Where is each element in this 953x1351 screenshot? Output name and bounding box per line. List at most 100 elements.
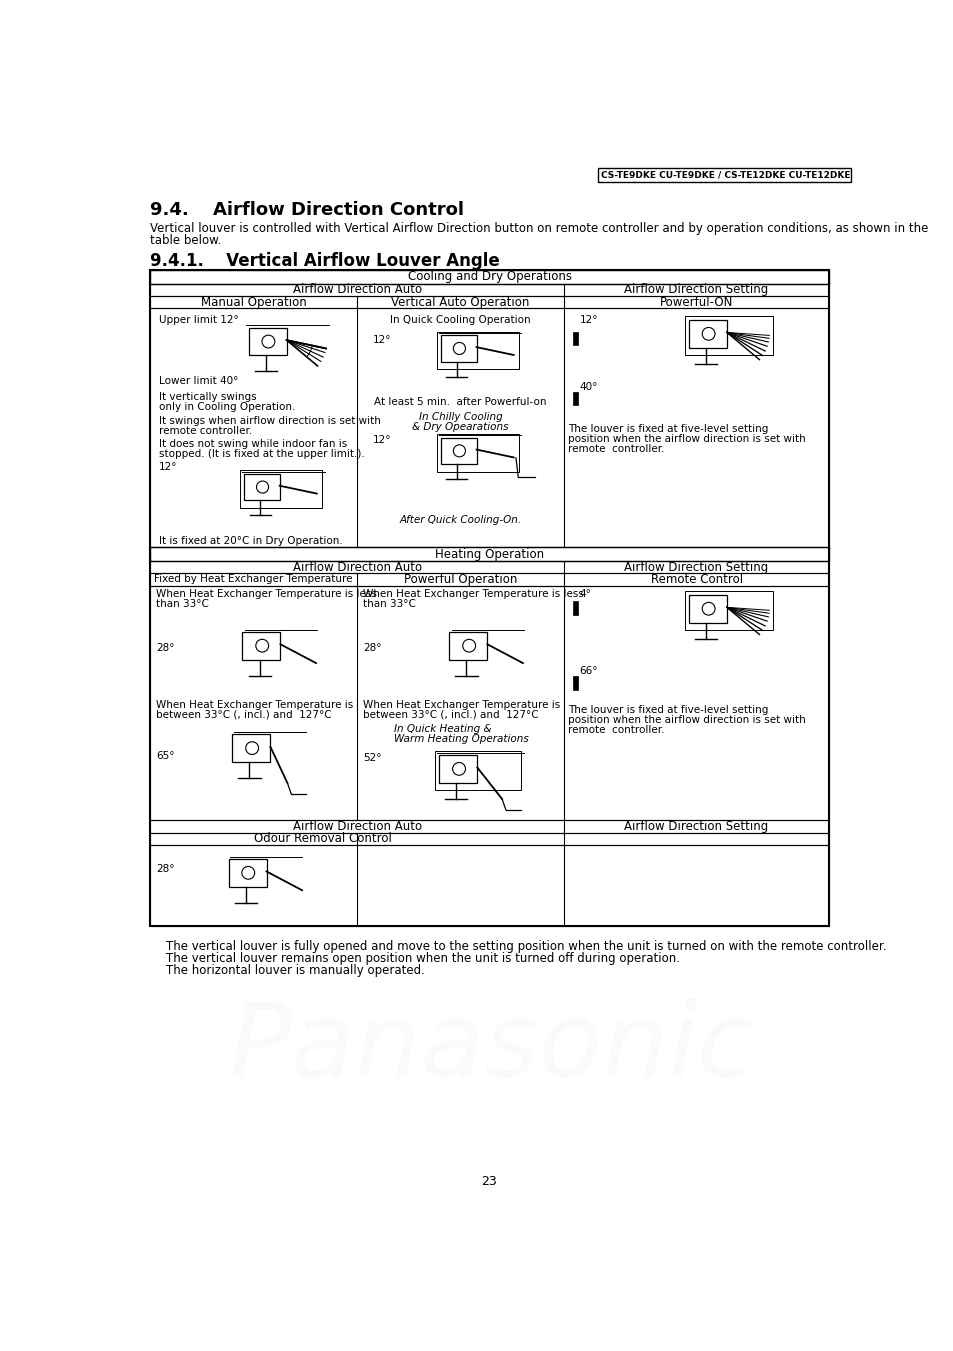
- Text: When Heat Exchanger Temperature is: When Heat Exchanger Temperature is: [156, 700, 354, 709]
- Text: 9.4.  Airflow Direction Control: 9.4. Airflow Direction Control: [150, 200, 464, 219]
- Text: between 33°C (, incl.) and  127°C: between 33°C (, incl.) and 127°C: [363, 709, 538, 720]
- Text: Airflow Direction Auto: Airflow Direction Auto: [293, 284, 421, 296]
- Text: When Heat Exchanger Temperature is less: When Heat Exchanger Temperature is less: [363, 589, 583, 600]
- Text: Cooling and Dry Operations: Cooling and Dry Operations: [407, 270, 571, 284]
- Text: 65°: 65°: [156, 751, 174, 761]
- Text: At least 5 min.  after Powerful-on: At least 5 min. after Powerful-on: [374, 397, 546, 407]
- Text: It swings when airflow direction is set with: It swings when airflow direction is set …: [158, 416, 380, 426]
- Text: In Quick Cooling Operation: In Quick Cooling Operation: [390, 315, 531, 324]
- Text: When Heat Exchanger Temperature is less: When Heat Exchanger Temperature is less: [156, 589, 377, 600]
- Bar: [150, 573, 828, 585]
- Text: stopped. (It is fixed at the upper limit.).: stopped. (It is fixed at the upper limit…: [158, 450, 364, 459]
- Text: The vertical louver remains open position when the unit is turned off during ope: The vertical louver remains open positio…: [166, 952, 679, 965]
- Bar: [242, 632, 280, 659]
- Text: CS-TE9DKE CU-TE9DKE / CS-TE12DKE CU-TE12DKE: CS-TE9DKE CU-TE9DKE / CS-TE12DKE CU-TE12…: [600, 170, 850, 180]
- Bar: [150, 284, 828, 296]
- Text: 52°: 52°: [363, 754, 381, 763]
- Bar: [688, 594, 726, 623]
- Bar: [688, 320, 726, 347]
- Bar: [150, 585, 828, 820]
- Text: Remote Control: Remote Control: [650, 573, 741, 586]
- Bar: [573, 677, 578, 690]
- Text: Powerful Operation: Powerful Operation: [403, 573, 517, 586]
- Text: Odour Removal Control: Odour Removal Control: [253, 832, 391, 846]
- Text: only in Cooling Operation.: only in Cooling Operation.: [158, 401, 294, 412]
- Text: than 33°C: than 33°C: [156, 600, 209, 609]
- Text: It does not swing while indoor fan is: It does not swing while indoor fan is: [158, 439, 347, 450]
- Text: 12°: 12°: [373, 435, 391, 446]
- Text: Airflow Direction Setting: Airflow Direction Setting: [624, 561, 768, 574]
- Text: position when the airflow direction is set with: position when the airflow direction is s…: [567, 434, 805, 444]
- Text: 12°: 12°: [579, 315, 598, 324]
- Text: Panasonic: Panasonic: [228, 997, 754, 1097]
- Bar: [449, 632, 487, 659]
- Text: 12°: 12°: [158, 462, 177, 473]
- Bar: [150, 832, 828, 846]
- Text: Airflow Direction Setting: Airflow Direction Setting: [624, 820, 768, 834]
- Text: In Quick Heating &: In Quick Heating &: [394, 724, 492, 734]
- Bar: [573, 601, 578, 615]
- Bar: [150, 270, 828, 925]
- Bar: [150, 846, 828, 925]
- Text: & Dry Opearations: & Dry Opearations: [412, 422, 508, 431]
- Bar: [150, 820, 828, 832]
- Text: Warm Heating Operations: Warm Heating Operations: [394, 734, 529, 744]
- Bar: [244, 474, 279, 500]
- Bar: [573, 331, 578, 346]
- Text: 28°: 28°: [363, 643, 381, 654]
- Text: Vertical Auto Operation: Vertical Auto Operation: [391, 296, 529, 309]
- Text: Airflow Direction Auto: Airflow Direction Auto: [293, 820, 421, 834]
- Text: The vertical louver is fully opened and move to the setting position when the un: The vertical louver is fully opened and …: [166, 940, 885, 952]
- Text: 9.4.1.  Vertical Airflow Louver Angle: 9.4.1. Vertical Airflow Louver Angle: [150, 253, 499, 270]
- Bar: [150, 296, 828, 308]
- Bar: [436, 434, 518, 471]
- Text: 40°: 40°: [579, 381, 598, 392]
- Bar: [436, 331, 518, 369]
- Text: The horizontal louver is manually operated.: The horizontal louver is manually operat…: [166, 965, 424, 978]
- Text: Fixed by Heat Exchanger Temperature: Fixed by Heat Exchanger Temperature: [154, 574, 353, 585]
- Bar: [150, 561, 828, 573]
- Text: remote  controller.: remote controller.: [567, 444, 664, 454]
- Bar: [573, 392, 578, 405]
- Text: It is fixed at 20°C in Dry Operation.: It is fixed at 20°C in Dry Operation.: [158, 535, 342, 546]
- Text: Vertical louver is controlled with Vertical Airflow Direction button on remote c: Vertical louver is controlled with Verti…: [150, 222, 927, 235]
- Bar: [684, 316, 773, 355]
- Text: After Quick Cooling-On.: After Quick Cooling-On.: [399, 515, 521, 524]
- Bar: [150, 308, 828, 547]
- Text: 4°: 4°: [579, 589, 591, 600]
- Bar: [233, 734, 270, 762]
- Text: When Heat Exchanger Temperature is: When Heat Exchanger Temperature is: [363, 700, 560, 709]
- Text: Heating Operation: Heating Operation: [435, 547, 544, 561]
- Bar: [249, 328, 286, 355]
- Bar: [598, 169, 850, 182]
- Text: Powerful-ON: Powerful-ON: [659, 296, 733, 309]
- Text: between 33°C (, incl.) and  127°C: between 33°C (, incl.) and 127°C: [156, 709, 332, 720]
- Bar: [229, 859, 266, 886]
- Bar: [150, 270, 828, 284]
- Text: Upper limit 12°: Upper limit 12°: [158, 315, 238, 324]
- Text: 66°: 66°: [579, 666, 598, 677]
- Text: 23: 23: [480, 1174, 497, 1188]
- Bar: [440, 438, 476, 463]
- Text: 12°: 12°: [373, 335, 391, 346]
- Text: 28°: 28°: [156, 643, 174, 654]
- Bar: [240, 470, 322, 508]
- Bar: [440, 335, 476, 362]
- Text: remote controller.: remote controller.: [158, 426, 252, 436]
- Text: than 33°C: than 33°C: [363, 600, 416, 609]
- Text: Lower limit 40°: Lower limit 40°: [158, 376, 238, 386]
- Text: position when the airflow direction is set with: position when the airflow direction is s…: [567, 715, 805, 725]
- Text: 28°: 28°: [156, 865, 174, 874]
- Text: table below.: table below.: [150, 234, 221, 247]
- Text: Manual Operation: Manual Operation: [201, 296, 306, 309]
- Text: The louver is fixed at five-level setting: The louver is fixed at five-level settin…: [567, 705, 767, 715]
- Bar: [435, 751, 521, 790]
- Text: It vertically swings: It vertically swings: [158, 392, 256, 401]
- Bar: [150, 547, 828, 561]
- Text: In Chilly Cooling: In Chilly Cooling: [418, 412, 502, 422]
- Text: Airflow Direction Auto: Airflow Direction Auto: [293, 561, 421, 574]
- Bar: [439, 755, 476, 782]
- Bar: [684, 590, 773, 631]
- Text: The louver is fixed at five-level setting: The louver is fixed at five-level settin…: [567, 424, 767, 434]
- Text: remote  controller.: remote controller.: [567, 725, 664, 735]
